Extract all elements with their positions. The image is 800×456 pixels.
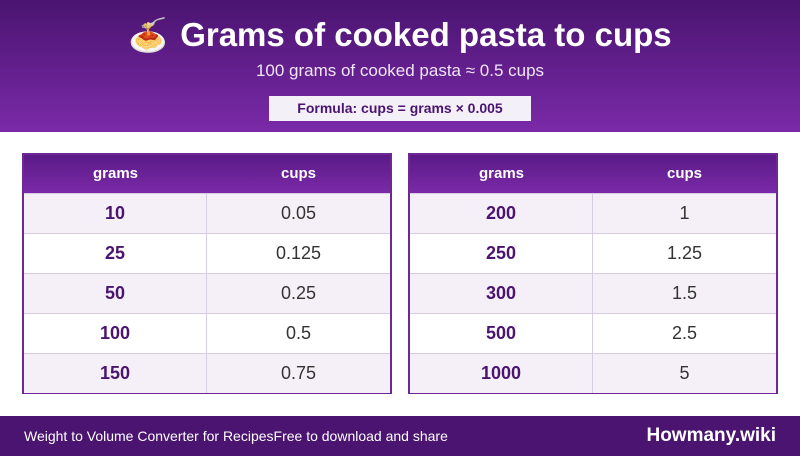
brand-logo[interactable]: Howmany.wiki bbox=[646, 425, 776, 446]
cups-cell: 2.5 bbox=[671, 323, 698, 343]
cups-cell: 0.25 bbox=[280, 283, 317, 303]
conversion-table-left: grams cups 10 0.05 25 0.125 50 0.25 100 … bbox=[22, 153, 392, 394]
header-grams: grams bbox=[92, 165, 139, 182]
table-row: 50 0.25 bbox=[24, 273, 390, 313]
table-header: grams cups bbox=[410, 155, 776, 193]
table-header: grams cups bbox=[24, 155, 390, 193]
cups-cell: 0.125 bbox=[275, 243, 322, 263]
header-cups: cups bbox=[280, 165, 316, 182]
grams-cell: 100 bbox=[24, 314, 207, 353]
footer-bar: Weight to Volume Converter for RecipesFr… bbox=[0, 416, 800, 456]
formula-badge: Formula: cups = grams × 0.005 bbox=[269, 96, 531, 121]
cups-cell: 1.25 bbox=[666, 243, 703, 263]
pasta-icon: 🍝 bbox=[128, 16, 169, 54]
table-row: 10 0.05 bbox=[24, 193, 390, 233]
cups-cell: 0.5 bbox=[285, 323, 312, 343]
table-row: 250 1.25 bbox=[410, 233, 776, 273]
table-row: 150 0.75 bbox=[24, 353, 390, 393]
table-row: 200 1 bbox=[410, 193, 776, 233]
table-row: 500 2.5 bbox=[410, 313, 776, 353]
grams-cell: 150 bbox=[24, 354, 207, 393]
grams-cell: 50 bbox=[24, 274, 207, 313]
footer-tagline: Weight to Volume Converter for RecipesFr… bbox=[24, 416, 448, 456]
title-row: 🍝 Grams of cooked pasta to cups bbox=[0, 14, 800, 56]
table-row: 300 1.5 bbox=[410, 273, 776, 313]
grams-cell: 200 bbox=[410, 194, 593, 233]
table-row: 1000 5 bbox=[410, 353, 776, 393]
grams-cell: 500 bbox=[410, 314, 593, 353]
grams-cell: 10 bbox=[24, 194, 207, 233]
header-banner: 🍝 Grams of cooked pasta to cups 100 gram… bbox=[0, 0, 800, 132]
grams-cell: 250 bbox=[410, 234, 593, 273]
cups-cell: 0.05 bbox=[280, 203, 317, 223]
cups-cell: 1 bbox=[679, 203, 690, 223]
header-cups: cups bbox=[666, 165, 702, 182]
grams-cell: 1000 bbox=[410, 354, 593, 393]
cups-cell: 0.75 bbox=[280, 363, 317, 383]
grams-cell: 300 bbox=[410, 274, 593, 313]
conversion-table-right: grams cups 200 1 250 1.25 300 1.5 500 2.… bbox=[408, 153, 778, 394]
page-subtitle: 100 grams of cooked pasta ≈ 0.5 cups bbox=[255, 61, 545, 80]
table-row: 25 0.125 bbox=[24, 233, 390, 273]
cups-cell: 5 bbox=[679, 363, 690, 383]
grams-cell: 25 bbox=[24, 234, 207, 273]
footer-share-text: Free to download and share bbox=[273, 428, 448, 444]
table-row: 100 0.5 bbox=[24, 313, 390, 353]
footer-converter-link[interactable]: Weight to Volume Converter for Recipes bbox=[24, 428, 274, 444]
cups-cell: 1.5 bbox=[671, 283, 698, 303]
header-grams: grams bbox=[478, 165, 525, 182]
page-title: Grams of cooked pasta to cups bbox=[180, 16, 672, 53]
